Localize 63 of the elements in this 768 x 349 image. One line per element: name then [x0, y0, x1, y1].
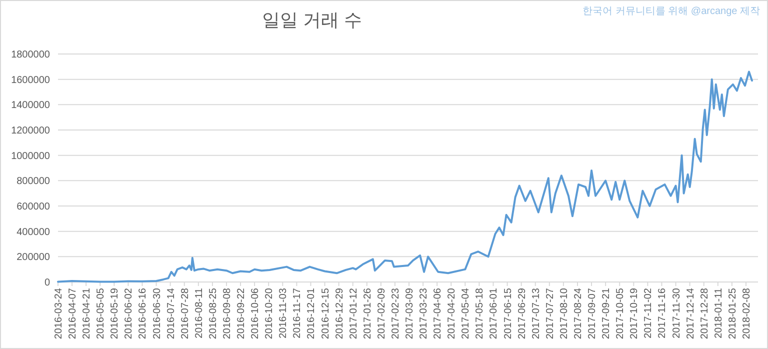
x-tick-label: 2017-12-14: [685, 288, 696, 340]
chart-title: 일일 거래 수: [262, 10, 362, 30]
x-tick-label: 2016-10-20: [264, 288, 276, 340]
x-tick-label: 2017-04-06: [432, 288, 444, 340]
y-tick-label: 0: [44, 278, 50, 288]
x-tick-label: 2016-06-02: [124, 288, 135, 340]
x-tick-label: 2017-01-26: [362, 288, 374, 340]
y-tick-label: 600000: [16, 202, 50, 212]
y-tick-label: 200000: [16, 252, 50, 264]
y-tick-label: 800000: [16, 176, 50, 188]
x-tick-label: 2017-08-10: [558, 288, 570, 340]
x-tick-label: 2016-08-25: [208, 288, 219, 340]
x-tick-label: 2016-09-22: [236, 288, 248, 340]
y-tick-label: 1200000: [11, 126, 50, 136]
x-tick-label: 2017-10-05: [615, 288, 626, 340]
x-tick-label: 2017-12-28: [699, 288, 710, 340]
x-tick-label: 2016-04-21: [82, 288, 93, 340]
x-tick-label: 2016-11-17: [292, 288, 304, 338]
y-tick-label: 1400000: [11, 100, 50, 112]
x-tick-label: 2018-01-25: [727, 288, 738, 340]
x-tick-label: 2017-03-23: [418, 288, 430, 340]
x-tick-label: 2016-12-29: [334, 288, 346, 340]
x-tick-label: 2016-06-16: [138, 288, 149, 340]
x-tick-label: 2018-02-08: [741, 288, 752, 340]
x-tick-label: 2018-01-11: [713, 288, 724, 338]
x-tick-label: 2016-08-11: [194, 288, 205, 338]
x-tick-label: 2016-10-06: [250, 288, 262, 340]
y-tick-label: 400000: [16, 226, 50, 238]
x-tick-label: 2017-05-18: [474, 288, 486, 340]
x-tick-label: 2017-11-16: [657, 288, 668, 338]
x-tick-label: 2017-10-19: [629, 288, 640, 340]
x-tick-label: 2016-12-01: [306, 288, 318, 340]
x-tick-label: 2017-11-02: [643, 288, 654, 338]
x-tick-label: 2016-12-15: [320, 288, 332, 340]
y-tick-label: 1000000: [11, 150, 50, 162]
x-tick-label: 2017-11-30: [671, 288, 682, 338]
x-tick-label: 2017-06-01: [488, 288, 500, 340]
x-tick-label: 2016-06-30: [152, 288, 163, 340]
x-tick-label: 2017-03-09: [404, 288, 416, 340]
x-tick-label: 2016-05-19: [110, 288, 121, 340]
x-tick-label: 2017-09-21: [601, 288, 612, 340]
x-tick-label: 2017-02-09: [376, 288, 388, 340]
y-tick-label: 1800000: [11, 50, 50, 60]
x-tick-label: 2016-11-03: [278, 288, 290, 338]
x-tick-label: 2017-06-29: [516, 288, 528, 340]
x-tick-label: 2017-02-23: [390, 288, 402, 340]
x-tick-label: 2016-07-14: [166, 288, 177, 340]
x-tick-label: 2017-09-07: [587, 288, 598, 340]
text: 한국어 커뮤니티를 위해 @arcange 제작: [582, 6, 760, 17]
x-tick-label: 2016-05-05: [96, 288, 107, 340]
x-tick-label: 2017-01-12: [348, 288, 360, 340]
y-tick-label: 1600000: [11, 74, 50, 86]
x-tick-label: 2017-07-27: [544, 288, 556, 340]
x-tick-label: 2017-04-20: [446, 288, 458, 340]
x-tick-label: 2017-08-24: [572, 288, 584, 340]
x-tick-label: 2016-04-07: [68, 288, 79, 340]
x-tick-label: 2017-05-04: [460, 288, 472, 340]
line-series: [57, 70, 753, 283]
x-tick-label: 2017-07-13: [530, 288, 542, 340]
x-tick-label: 2017-06-15: [502, 288, 514, 340]
x-tick-label: 2016-09-08: [222, 288, 233, 340]
x-tick-label: 2016-03-24: [54, 288, 64, 340]
x-tick-label: 2016-07-28: [180, 288, 191, 340]
